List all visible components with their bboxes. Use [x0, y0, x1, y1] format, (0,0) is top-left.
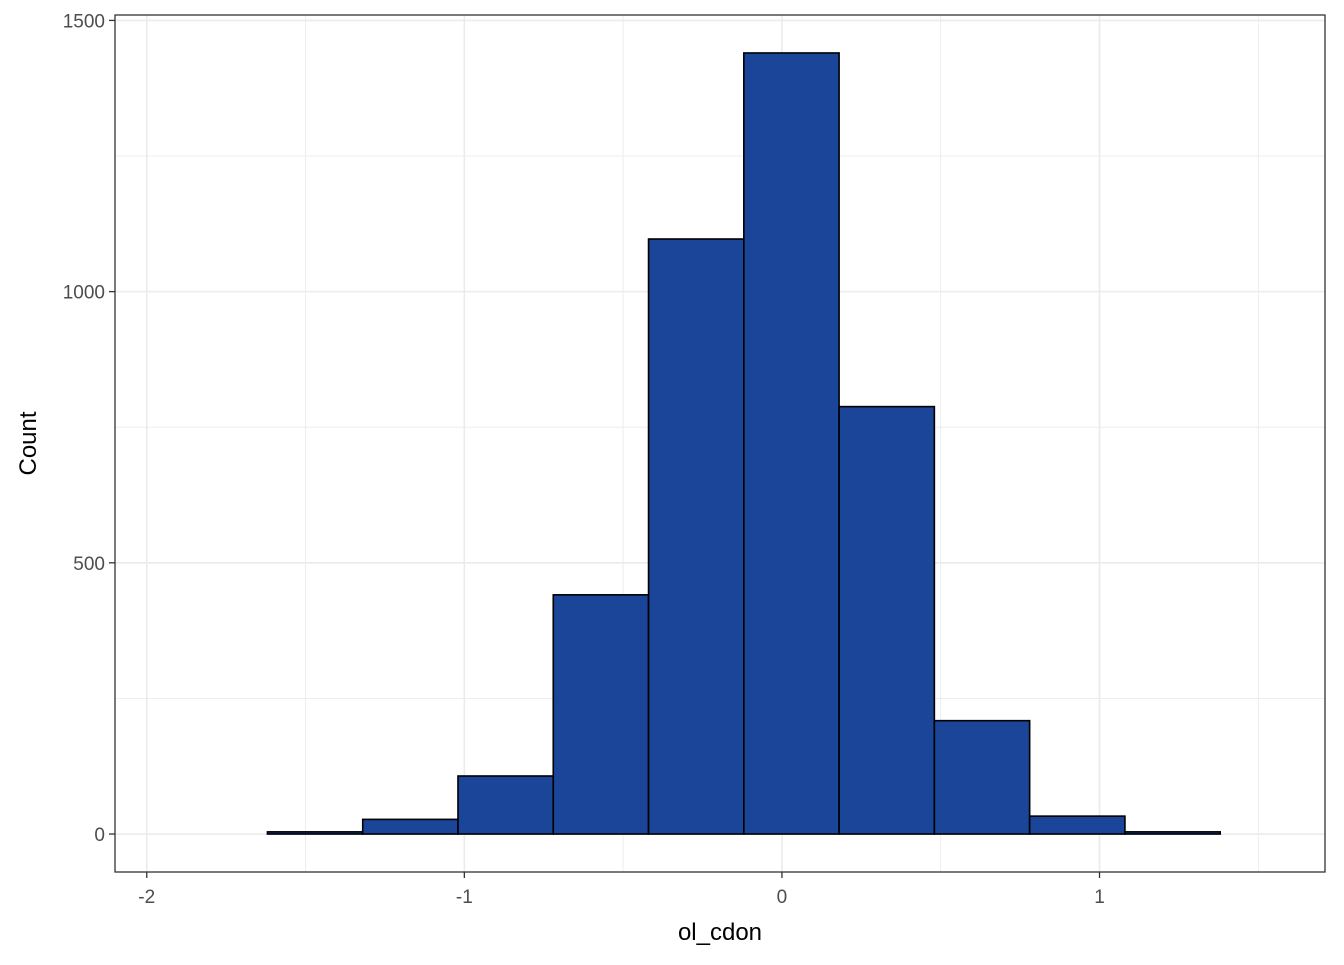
histogram-bar — [647, 238, 745, 835]
histogram-bar — [838, 405, 936, 835]
histogram-bar — [1028, 815, 1126, 835]
histogram-bar — [361, 818, 459, 835]
x-tick-label: -2 — [138, 887, 155, 908]
histogram-bar — [552, 594, 650, 835]
y-tick-label: 0 — [94, 825, 105, 846]
histogram-bar — [743, 52, 840, 835]
panel-border — [114, 14, 1326, 873]
x-axis: -2 -1 0 1 — [138, 872, 1105, 908]
y-axis-title: Count — [15, 411, 42, 475]
histogram-bars — [266, 52, 1221, 835]
x-tick-label: 1 — [1094, 887, 1105, 908]
x-tick-label: -1 — [456, 887, 473, 908]
y-tick-label: 500 — [73, 554, 105, 575]
x-axis-title: ol_cdon — [678, 919, 762, 946]
histogram-bar — [457, 775, 555, 835]
x-tick-label: 0 — [777, 887, 788, 908]
histogram-bar — [266, 831, 364, 835]
y-tick-label: 1500 — [63, 11, 105, 32]
y-tick-label: 1000 — [63, 283, 105, 304]
y-axis: 0 500 1000 1500 — [63, 11, 115, 846]
histogram-bar — [1124, 831, 1221, 835]
histogram-bar — [933, 719, 1031, 835]
